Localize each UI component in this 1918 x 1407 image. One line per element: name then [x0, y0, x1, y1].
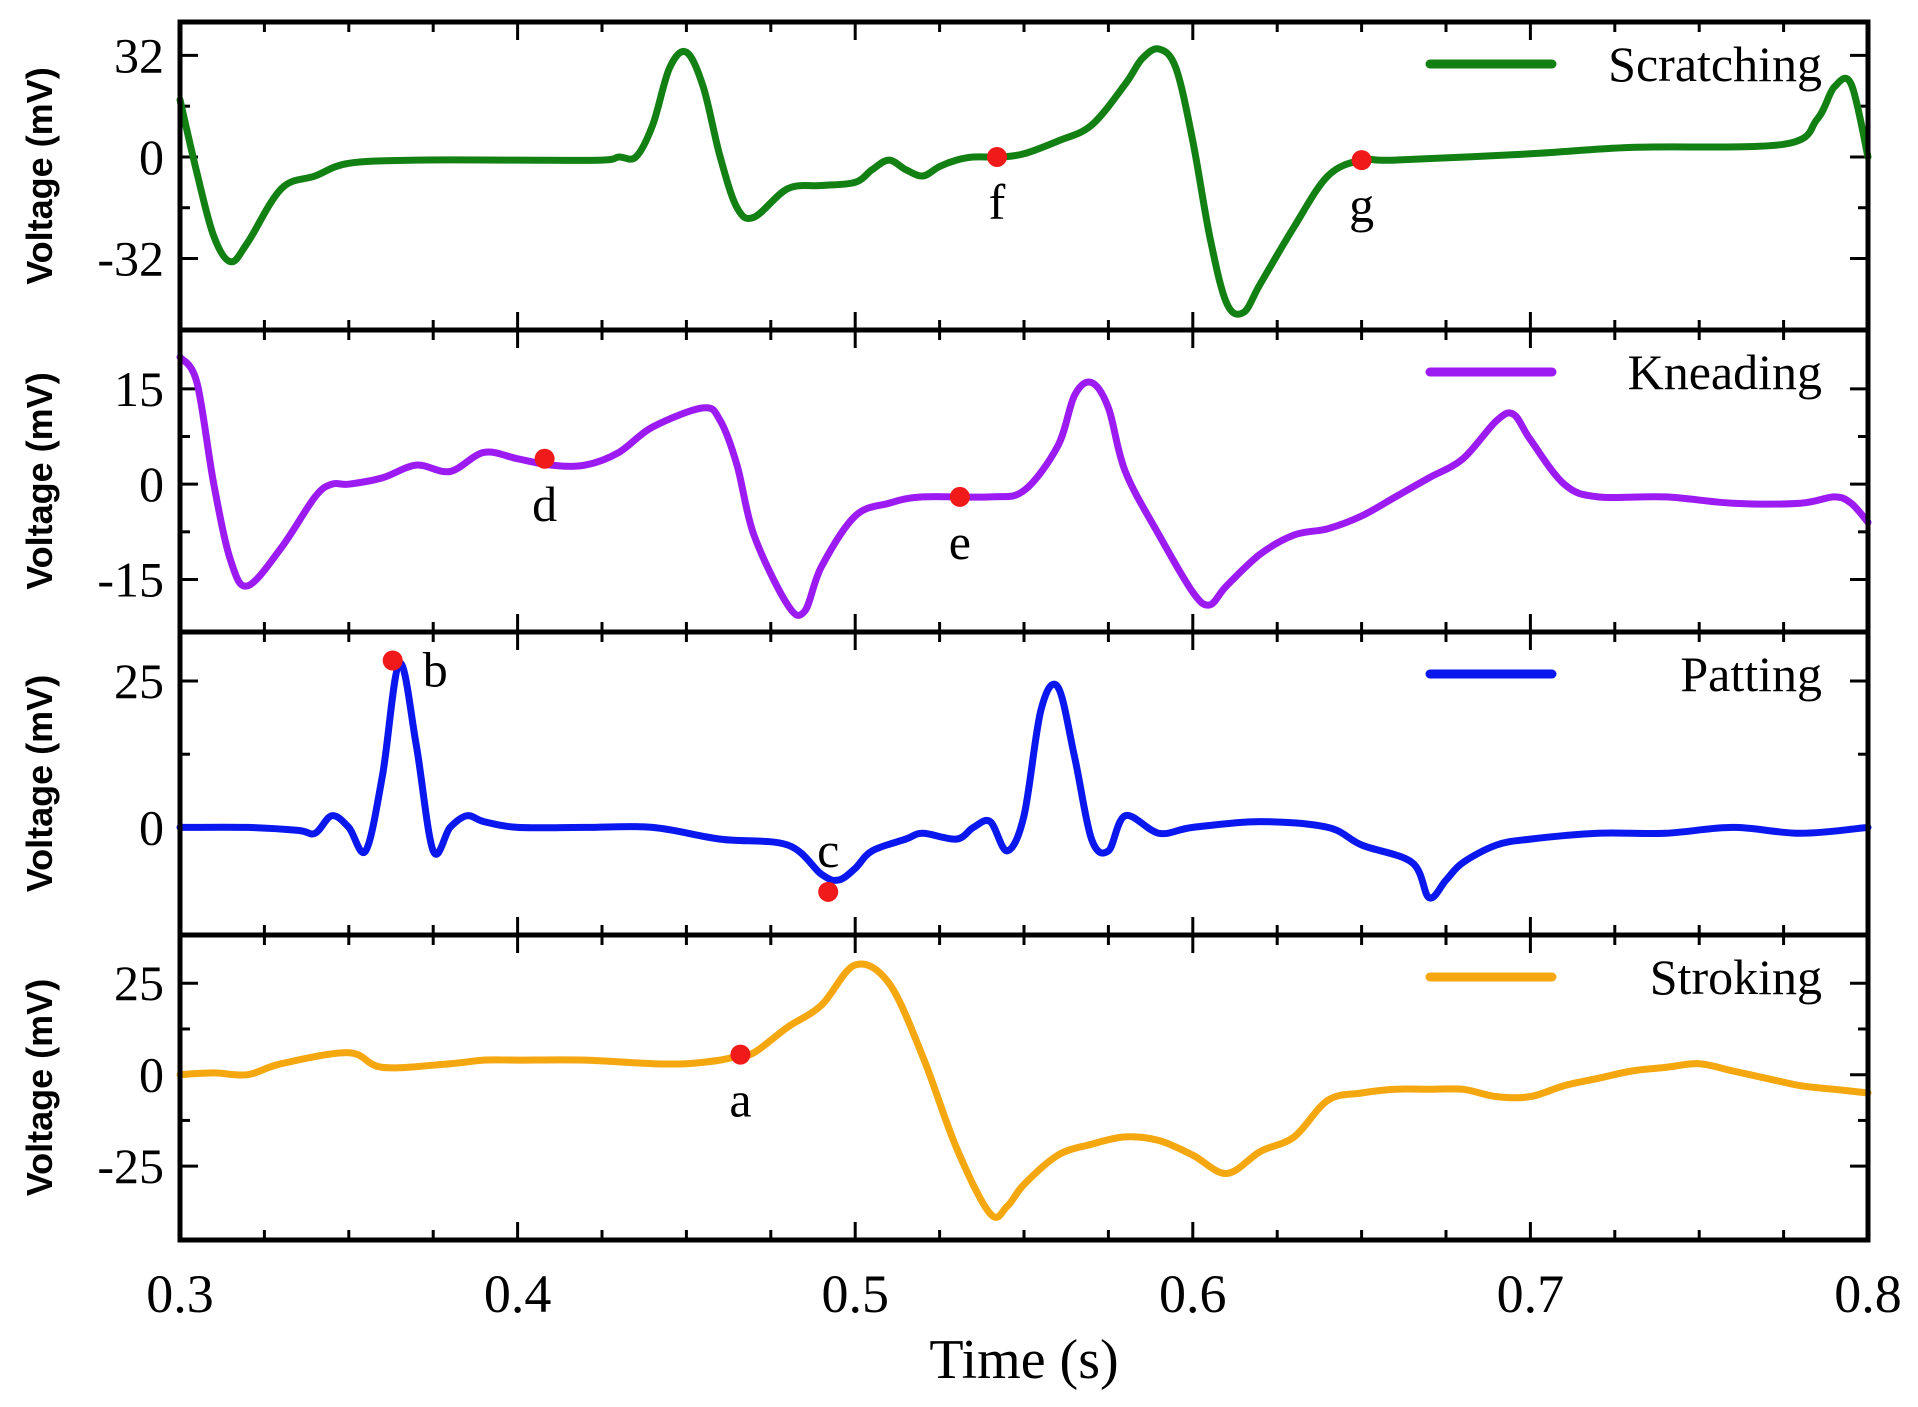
marker-label-f: f	[989, 174, 1006, 230]
marker-point-g	[1351, 150, 1372, 171]
series-line-stroking	[176, 960, 1872, 1221]
marker-point-a	[730, 1044, 751, 1065]
x-tick-label: 0.5	[821, 1264, 889, 1324]
y-tick-label: 0	[139, 129, 164, 185]
panel-stroking: 25 0 -25 Voltage (mV) a Stroking	[19, 935, 1872, 1240]
y-tick-label: 15	[114, 361, 164, 417]
y-axis-label: Voltage (mV)	[19, 67, 60, 284]
y-tick-label: 0	[139, 799, 164, 855]
x-tick-label: 0.3	[146, 1264, 214, 1324]
y-tick-label: 25	[114, 955, 164, 1011]
y-tick-label: 0	[139, 456, 164, 512]
marker-point-d	[534, 448, 555, 469]
marker-label-e: e	[949, 514, 971, 570]
marker-label-g: g	[1349, 177, 1374, 233]
x-tick-label: 0.6	[1159, 1264, 1227, 1324]
y-tick-label: -32	[97, 231, 164, 287]
y-tick-label: 0	[139, 1047, 164, 1103]
legend-label-scratching: Scratching	[1608, 36, 1822, 92]
plot-frames	[177, 19, 1871, 1243]
y-tick-label: -15	[97, 552, 164, 608]
y-tick-label: 32	[114, 27, 164, 83]
x-tick-label: 0.8	[1834, 1264, 1902, 1324]
marker-point-b	[382, 650, 403, 671]
marker-label-c: c	[817, 822, 839, 878]
marker-point-e	[949, 486, 970, 507]
x-axis-label: Time (s)	[929, 1329, 1118, 1391]
marker-label-a: a	[729, 1072, 751, 1128]
legend-label-stroking: Stroking	[1650, 949, 1822, 1005]
marker-point-c	[818, 881, 839, 902]
y-axis-label: Voltage (mV)	[19, 372, 60, 589]
panel-scratching: 32 0 -32 Voltage (mV) f g Scratching	[19, 22, 1872, 330]
panel-kneading: 15 0 -15 Voltage (mV) d e Kneading	[19, 330, 1872, 632]
marker-point-f	[986, 146, 1007, 167]
y-tick-label: 25	[114, 653, 164, 709]
series-line-kneading	[176, 353, 1872, 619]
x-tick-label: 0.4	[484, 1264, 552, 1324]
y-axis-label: Voltage (mV)	[19, 979, 60, 1196]
panel-patting: 25 0 Voltage (mV) b c Patting	[19, 632, 1872, 935]
y-axis-label: Voltage (mV)	[19, 675, 60, 892]
legend-label-patting: Patting	[1680, 646, 1822, 702]
y-tick-label: -25	[97, 1138, 164, 1194]
marker-label-d: d	[532, 476, 557, 532]
series-line-patting	[176, 659, 1872, 902]
marker-label-b: b	[423, 642, 448, 698]
x-tick-label: 0.7	[1497, 1264, 1565, 1324]
legend-label-kneading: Kneading	[1628, 344, 1822, 400]
